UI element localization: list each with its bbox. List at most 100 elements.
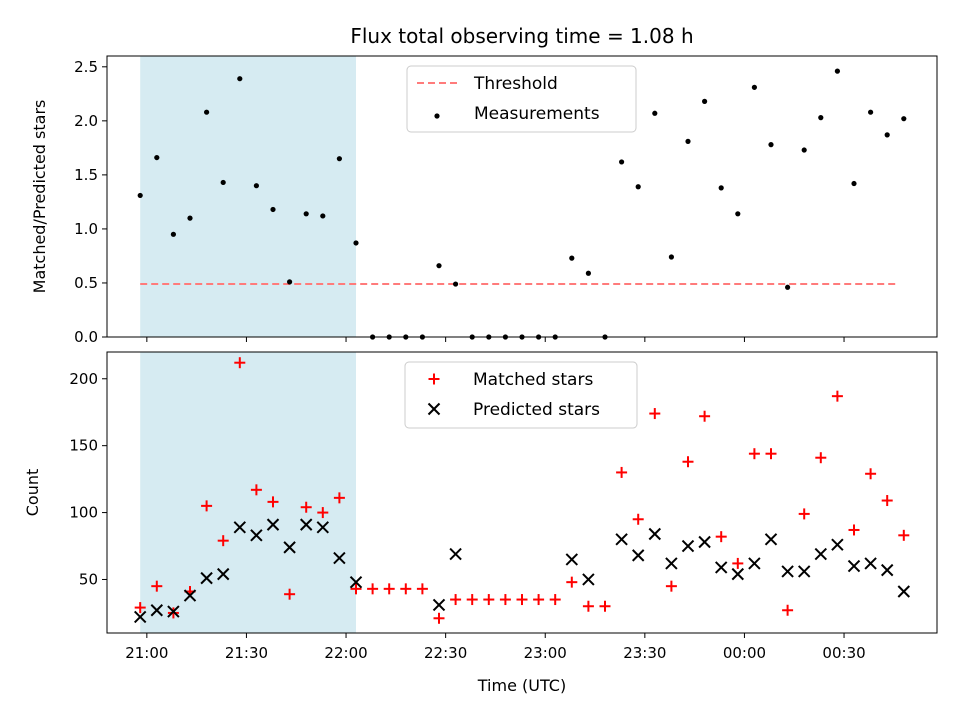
matched-point	[284, 588, 296, 600]
legend-predicted-marker-b	[427, 402, 441, 416]
predicted-point-b	[847, 559, 861, 573]
predicted-point-b	[150, 604, 164, 617]
matched-point	[250, 484, 262, 496]
measurement-point	[353, 240, 359, 246]
matched-point	[865, 468, 877, 480]
measurement-point	[785, 284, 791, 290]
predicted-point	[764, 533, 778, 546]
top-y-tick-label: 1.5	[74, 166, 98, 184]
predicted-point-b	[333, 551, 346, 565]
matched-point	[533, 594, 545, 606]
predicted-point-b	[582, 573, 595, 586]
bottom-y-tick-label: 50	[79, 570, 98, 588]
legend-predicted-swatch	[427, 402, 441, 416]
predicted-point	[631, 549, 645, 562]
predicted-point	[200, 571, 213, 585]
top-plot-frame	[106, 55, 938, 338]
predicted-point	[897, 585, 911, 598]
matched-point	[765, 448, 777, 460]
measurement-point	[834, 68, 841, 74]
predicted-point-b	[797, 565, 811, 578]
measurement-point	[652, 110, 658, 116]
legend-measurements-label: Measurements	[474, 104, 600, 124]
top-x-ticks	[146, 337, 845, 342]
measurement-point	[801, 147, 807, 153]
predicted-point	[432, 598, 446, 612]
predicted-point-b	[615, 533, 628, 546]
measurement-point	[685, 138, 691, 144]
top-y-ticks: 0.0 0.5 1.0 1.5 2.0 2.5	[74, 58, 107, 346]
predicted-point-b	[200, 571, 213, 585]
bottom-y-tick-label: 100	[69, 504, 98, 522]
measurement-point	[303, 211, 309, 217]
top-y-tick-label: 0.0	[74, 328, 98, 346]
x-tick-label: 22:30	[424, 644, 467, 662]
predicted-point	[316, 521, 330, 534]
predicted-point	[150, 604, 164, 617]
matched-point	[848, 524, 860, 536]
predicted-point-b	[133, 610, 147, 624]
measurement-point	[453, 281, 459, 287]
predicted-point	[582, 573, 595, 586]
matched-point	[234, 357, 246, 369]
matched-point	[815, 452, 827, 464]
bottom-y-tick-label: 200	[69, 370, 98, 388]
x-tick-label: 23:30	[623, 644, 666, 662]
bottom-y-tick-label: 150	[69, 437, 98, 455]
measurement-point	[851, 180, 857, 187]
matched-point	[649, 408, 661, 420]
predicted-point-b	[266, 518, 280, 531]
measurement-point	[336, 156, 342, 162]
predicted-point	[797, 565, 811, 578]
predicted-point	[167, 605, 180, 618]
predicted-point-b	[565, 553, 579, 566]
predicted-point-b	[648, 527, 662, 541]
matched-point	[632, 513, 644, 525]
bottom-y-ticks: 50 100 150 200	[69, 370, 107, 588]
measurement-point	[170, 231, 176, 237]
predicted-point	[283, 541, 296, 554]
matched-point	[616, 466, 628, 478]
top-y-tick-label: 2.5	[74, 58, 98, 76]
legend-matched-swatch	[428, 373, 440, 385]
matched-point	[151, 580, 163, 592]
measurement-point	[320, 213, 326, 219]
predicted-stars-series	[133, 518, 911, 624]
bottom-y-axis-label: Count	[23, 469, 42, 517]
measurement-point	[270, 206, 276, 213]
matched-point	[333, 492, 345, 504]
predicted-point	[864, 557, 877, 570]
predicted-point	[698, 535, 711, 549]
predicted-point-b	[864, 557, 877, 570]
matched-point	[134, 602, 146, 614]
x-tick-label: 00:00	[723, 644, 766, 662]
predicted-point	[831, 538, 844, 551]
matched-point	[881, 495, 893, 507]
measurement-point	[287, 279, 293, 285]
predicted-point	[814, 547, 828, 561]
predicted-point	[299, 518, 313, 531]
measurements-series	[137, 68, 907, 340]
matched-point	[499, 594, 511, 606]
predicted-point-b	[283, 541, 296, 554]
predicted-point	[565, 553, 579, 566]
measurement-point	[735, 211, 741, 217]
legend-matched-marker	[428, 373, 440, 385]
chart-title: Flux total observing time = 1.08 h	[350, 24, 693, 48]
matched-point	[450, 594, 462, 606]
predicted-point-b	[299, 518, 313, 531]
matched-point	[782, 604, 794, 616]
matched-point	[566, 576, 578, 588]
top-panel: 0.0 0.5 1.0 1.5 2.0 2.5 Flux total observing …	[30, 24, 938, 346]
measurement-point	[818, 115, 824, 121]
matched-point	[748, 448, 760, 460]
predicted-point-b	[714, 561, 728, 574]
matched-point	[831, 390, 843, 402]
predicted-point	[665, 557, 678, 570]
measurement-point	[220, 179, 226, 186]
predicted-point-b	[233, 521, 247, 534]
matched-point	[201, 500, 213, 512]
measurement-point	[569, 255, 575, 261]
predicted-point	[847, 559, 861, 573]
